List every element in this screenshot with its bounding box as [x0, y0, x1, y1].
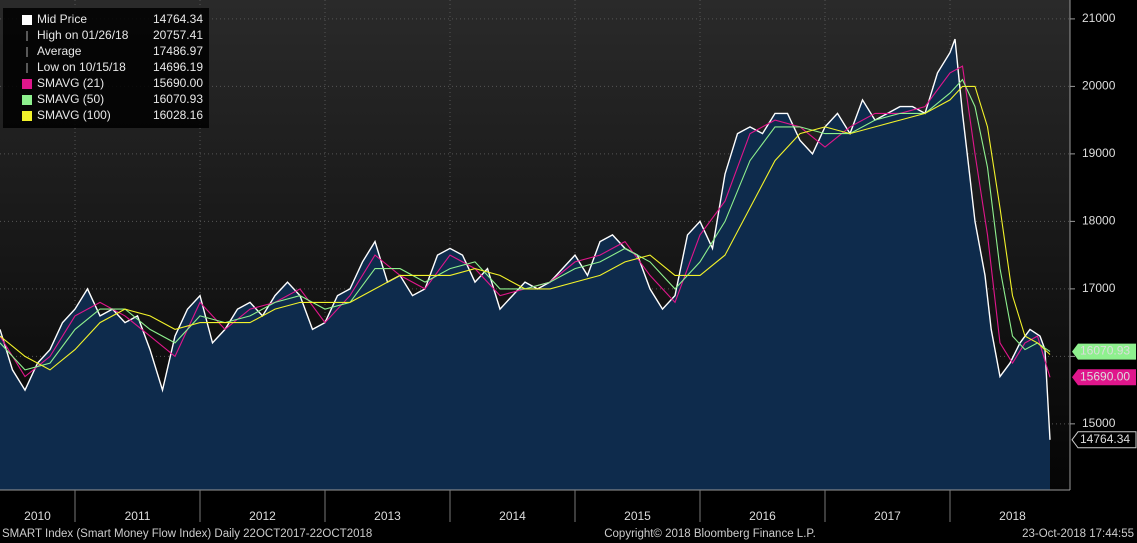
y-tick-label: 17000: [1082, 281, 1116, 295]
x-tick-label: 2016: [749, 509, 776, 523]
tag-label: 15690.00: [1080, 369, 1130, 383]
legend-label: SMAVG (21): [37, 76, 104, 90]
legend-swatch: [22, 79, 32, 89]
legend-label: Average: [37, 44, 82, 58]
last-value-tag: 16070.93: [1072, 343, 1136, 360]
y-tick-label: 18000: [1082, 214, 1116, 228]
footer-center: Copyright© 2018 Bloomberg Finance L.P.: [604, 528, 816, 540]
legend-swatch: [22, 111, 32, 121]
legend-swatch: [22, 15, 32, 25]
x-tick-label: 2012: [249, 509, 276, 523]
footer-right: 23-Oct-2018 17:44:55: [1022, 528, 1134, 540]
series-line: [0, 65, 1051, 378]
tag-shape: [1072, 343, 1136, 360]
price-area: [0, 39, 1050, 490]
legend-label: Low on 10/15/18: [37, 60, 126, 74]
tag-label: 14764.34: [1080, 432, 1130, 446]
legend-value: 16028.16: [153, 108, 203, 122]
legend-label: SMAVG (50): [37, 92, 104, 106]
legend-value: 15690.00: [153, 76, 203, 90]
legend-value: 17486.97: [153, 44, 203, 58]
y-tick-label: 21000: [1082, 11, 1116, 25]
series-line: [0, 85, 1051, 371]
legend-value: 14764.34: [153, 12, 203, 26]
legend-value: 20757.41: [153, 28, 203, 42]
x-tick-label: 2018: [999, 509, 1026, 523]
tag-label: 16070.93: [1080, 344, 1130, 358]
x-tick-label: 2013: [374, 509, 401, 523]
x-tick-label: 2011: [125, 509, 151, 523]
legend-value: 14696.19: [153, 60, 203, 74]
tag-shape: [1072, 369, 1136, 386]
y-tick-label: 15000: [1082, 416, 1116, 430]
last-value-tag: 15690.00: [1072, 369, 1136, 386]
legend-label: Mid Price: [37, 12, 87, 26]
x-tick-label: 2010: [24, 509, 51, 523]
tag-shape: [1071, 431, 1137, 449]
x-tick-label: 2017: [874, 509, 901, 523]
last-value-tag: 14764.34: [1071, 431, 1137, 449]
legend-box: [3, 8, 209, 128]
x-tick-label: 2014: [499, 509, 526, 523]
legend-swatch: [22, 95, 32, 105]
y-tick-label: 20000: [1082, 79, 1116, 93]
legend-label: High on 01/26/18: [37, 28, 129, 42]
series-line: [0, 38, 1051, 440]
x-tick-label: 2015: [624, 509, 651, 523]
footer-left: SMART Index (Smart Money Flow Index) Dai…: [2, 528, 372, 540]
y-tick-label: 19000: [1082, 146, 1116, 160]
legend-label: SMAVG (100): [37, 108, 111, 122]
legend-value: 16070.93: [153, 92, 203, 106]
